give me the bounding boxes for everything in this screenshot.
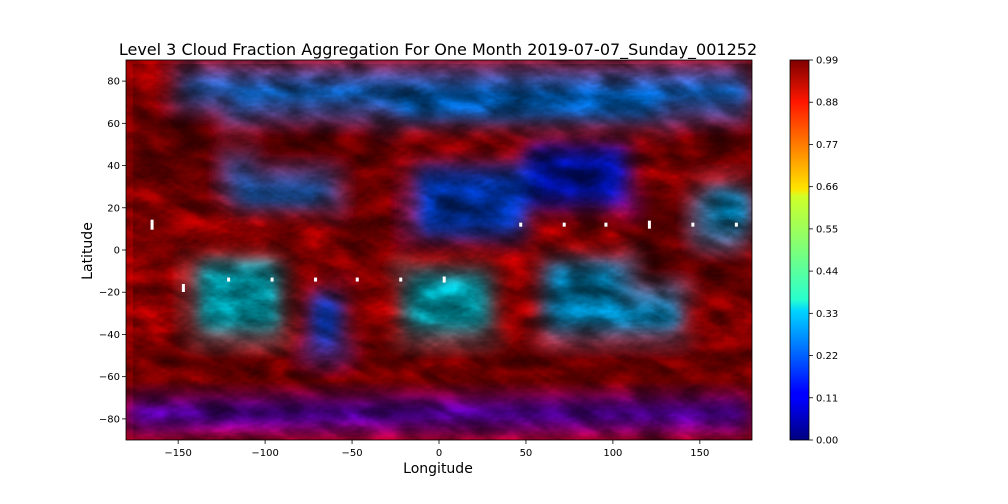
missing-mark-3 (270, 277, 274, 282)
y-tick-label: 80 (107, 77, 120, 88)
y-tick-label: −60 (99, 372, 120, 383)
colorbar-tick-label: 0.44 (816, 267, 838, 278)
missing-mark-1 (181, 284, 185, 292)
colorbar-tick-label: 0.00 (816, 436, 838, 447)
colorbar-tick-label: 0.22 (816, 351, 838, 362)
x-tick-label: −100 (251, 448, 278, 459)
x-tick-label: 150 (690, 448, 709, 459)
colorbar-ticks: 0.00 0.11 0.22 0.33 0.44 0.55 0.66 0.77 0.88 0.99 (809, 56, 838, 447)
y-tick-label: 20 (107, 203, 120, 214)
cloud-fraction-texture (126, 60, 752, 440)
x-tick-label: 0 (436, 448, 442, 459)
colorbar-tick-label: 0.88 (816, 98, 838, 109)
x-tick-label: 50 (520, 448, 533, 459)
y-tick-label: −80 (99, 414, 120, 425)
y-tick-label: 60 (107, 119, 120, 130)
missing-mark-9 (562, 222, 566, 227)
missing-mark-13 (734, 222, 738, 227)
texture-warm (133, 64, 752, 440)
colorbar-tick-label: 0.11 (816, 393, 838, 404)
colorbar-tick-label: 0.77 (816, 140, 838, 151)
missing-mark-8 (519, 222, 523, 227)
colorbar: 0.00 0.11 0.22 0.33 0.44 0.55 0.66 0.77 0.88 0.99 (789, 56, 838, 447)
missing-mark-5 (355, 277, 359, 282)
x-tick-label: 100 (603, 448, 622, 459)
colorbar-tick-label: 0.66 (816, 182, 838, 193)
plot-area (126, 60, 752, 440)
colorbar-tick-label: 0.99 (816, 56, 838, 67)
x-axis-label: Longitude (403, 461, 473, 477)
missing-mark-6 (399, 277, 403, 282)
missing-mark-7 (442, 276, 446, 283)
colorbar-tick-label: 0.55 (816, 224, 838, 235)
missing-mark-2 (227, 277, 231, 282)
colorbar-gradient (789, 59, 810, 441)
colorbar-tick-label: 0.33 (816, 309, 838, 320)
missing-mark-11 (647, 220, 651, 229)
missing-mark-12 (691, 222, 695, 227)
x-axis: −150 −100 −50 0 50 100 150 (164, 440, 709, 459)
missing-mark-4 (314, 277, 318, 282)
missing-mark-10 (604, 222, 608, 227)
x-tick-label: −50 (342, 448, 363, 459)
y-axis: −80 −60 −40 −20 0 20 40 60 80 (99, 77, 126, 425)
y-tick-label: 0 (114, 246, 120, 257)
y-tick-label: −20 (99, 288, 120, 299)
y-tick-label: −40 (99, 330, 120, 341)
missing-data-marks (150, 219, 738, 292)
y-axis-label: Latitude (80, 222, 96, 280)
chart-title: Level 3 Cloud Fraction Aggregation For O… (119, 40, 757, 60)
y-tick-label: 40 (107, 161, 120, 172)
x-tick-label: −150 (164, 448, 191, 459)
missing-mark-0 (150, 219, 154, 230)
